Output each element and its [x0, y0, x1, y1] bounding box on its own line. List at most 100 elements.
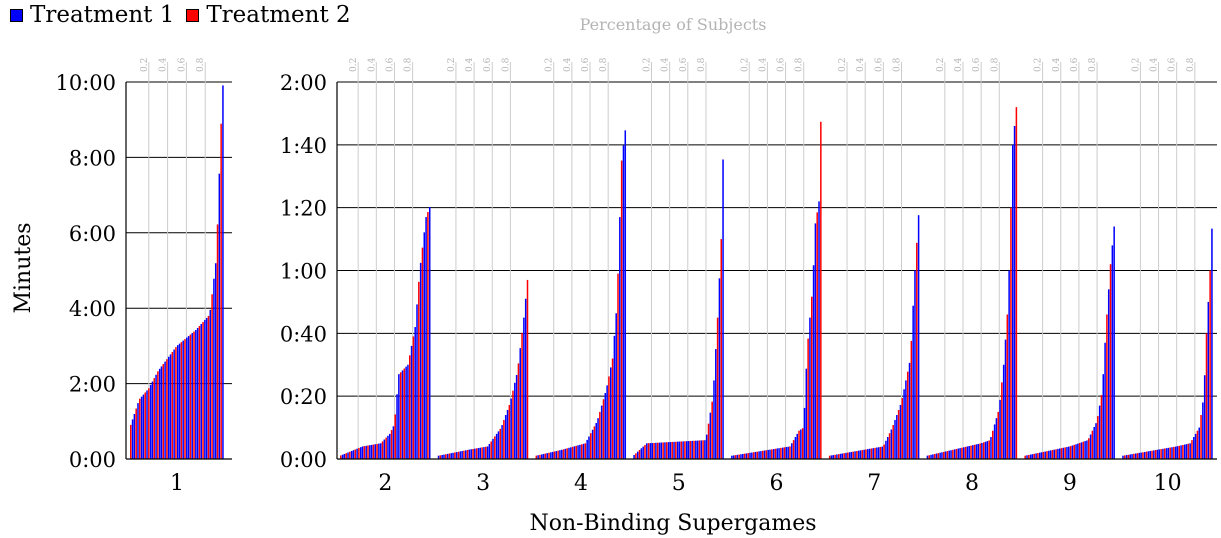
y-tick-label: 6:00	[69, 222, 116, 246]
bar-treatment1	[722, 159, 724, 459]
bar-treatment1	[541, 454, 543, 459]
bar-treatment1	[446, 453, 449, 459]
bar-treatment1	[876, 447, 878, 459]
bar-treatment1	[841, 453, 844, 459]
bar-treatment1	[622, 145, 625, 459]
bar-treatment2	[562, 449, 565, 459]
bar-treatment1	[483, 447, 485, 459]
bar-treatment1	[146, 390, 148, 459]
bar-treatment2	[1028, 454, 1030, 459]
bar-treatment1	[676, 441, 679, 459]
bar-treatment1	[986, 441, 989, 459]
pct-tick-label: 0.6	[1070, 57, 1080, 72]
bar-treatment2	[571, 446, 574, 459]
bar-treatment1	[1122, 455, 1124, 459]
bar-treatment1	[962, 447, 965, 459]
bar-treatment2	[979, 443, 981, 459]
bar-treatment2	[517, 363, 520, 459]
bar-treatment1	[814, 223, 817, 459]
bar-treatment2	[367, 445, 369, 459]
bar-treatment1	[1158, 449, 1161, 459]
bar-treatment1	[537, 455, 539, 459]
bar-treatment1	[669, 442, 672, 459]
bar-treatment1	[182, 340, 184, 459]
bar-treatment2	[1169, 447, 1171, 459]
bar-treatment1	[908, 362, 911, 459]
bar-treatment1	[1026, 455, 1028, 459]
bar-treatment1	[781, 447, 784, 459]
bar-treatment1	[347, 452, 349, 459]
bar-treatment1	[1207, 301, 1210, 459]
bar-treatment1	[559, 450, 561, 459]
bar-treatment2	[439, 455, 442, 459]
bar-treatment1	[848, 452, 851, 459]
bar-treatment1	[369, 445, 371, 459]
bar-treatment1	[1029, 454, 1032, 459]
bar-treatment1	[609, 367, 612, 459]
bar-treatment1	[845, 452, 847, 459]
bar-treatment1	[791, 443, 793, 459]
bar-treatment1	[935, 453, 938, 459]
bar-treatment2	[743, 453, 746, 459]
pct-tick-label: 0.4	[1150, 57, 1160, 72]
bar-treatment2	[484, 446, 487, 459]
bar-treatment1	[379, 443, 382, 459]
pct-tick-label: 0.8	[599, 57, 609, 72]
y-tick-label: 4:00	[69, 297, 116, 321]
bar-treatment1	[1102, 374, 1105, 459]
bar-treatment1	[461, 451, 463, 459]
bar-treatment1	[343, 453, 346, 459]
bar-treatment2	[970, 445, 972, 459]
bar-treatment2	[584, 443, 587, 459]
pct-tick-label: 0.4	[563, 57, 573, 72]
bar-treatment1	[164, 361, 166, 459]
bar-treatment1	[443, 454, 445, 459]
bar-treatment1	[488, 443, 491, 459]
pct-tick-label: 0.2	[936, 58, 946, 72]
pct-tick-label: 0.6	[679, 57, 689, 72]
bar-treatment1	[760, 451, 762, 459]
bar-treatment1	[1189, 443, 1191, 459]
bar-treatment2	[916, 242, 918, 459]
bar-treatment1	[504, 415, 507, 459]
y-tick-label: 1:00	[280, 260, 327, 284]
pct-tick-label: 0.2	[740, 58, 750, 72]
bar-treatment1	[1183, 444, 1186, 459]
pct-tick-label: 0.2	[642, 58, 652, 72]
bar-treatment2	[394, 414, 396, 459]
pct-tick-label: 0.6	[972, 57, 982, 72]
bar-treatment1	[564, 448, 567, 459]
bar-treatment1	[1104, 342, 1106, 459]
bar-treatment2	[399, 372, 402, 459]
bar-treatment2	[1006, 314, 1009, 459]
bar-treatment2	[883, 444, 885, 459]
bar-treatment2	[1196, 430, 1199, 459]
bar-treatment2	[135, 408, 137, 459]
bar-treatment2	[680, 441, 683, 459]
bar-treatment2	[144, 392, 146, 459]
bar-treatment2	[1060, 448, 1063, 459]
bar-treatment1	[950, 450, 952, 459]
bar-treatment2	[216, 224, 219, 459]
bar-treatment2	[689, 440, 692, 459]
bar-treatment2	[843, 453, 845, 459]
bar-treatment1	[378, 443, 380, 459]
bar-treatment1	[214, 263, 217, 459]
pct-tick-label: 0.2	[545, 58, 555, 72]
bar-treatment1	[441, 454, 443, 459]
bar-treatment1	[926, 455, 929, 459]
bar-treatment1	[1040, 452, 1043, 459]
bar-treatment2	[1163, 448, 1166, 459]
bar-treatment1	[941, 452, 943, 459]
pct-tick-label: 0.6	[777, 57, 787, 72]
bar-treatment2	[783, 447, 786, 459]
pct-tick-label: 0.6	[177, 57, 187, 72]
bar-treatment1	[1156, 449, 1159, 459]
pct-tick-label: 0.8	[501, 57, 511, 72]
bar-treatment1	[523, 317, 525, 459]
bar-treatment1	[785, 447, 788, 459]
bar-treatment1	[615, 313, 617, 459]
y-tick-label: 0:40	[280, 322, 327, 346]
bar-treatment1	[682, 441, 684, 459]
bar-treatment2	[553, 451, 556, 459]
